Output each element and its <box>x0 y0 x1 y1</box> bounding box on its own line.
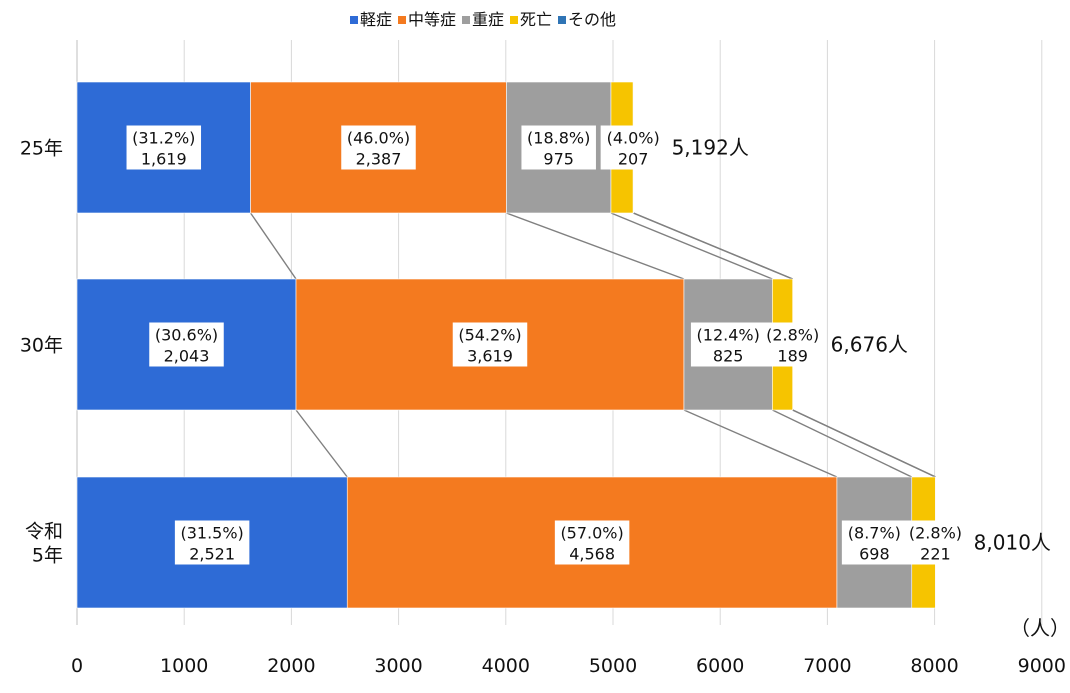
data-label: (2.8%) 189 <box>760 322 826 367</box>
data-label-value: 2,043 <box>164 347 210 366</box>
x-tick-label: 3000 <box>374 655 422 677</box>
data-label-value: 189 <box>777 347 808 366</box>
data-label-value: 2,521 <box>189 545 235 564</box>
category-label: 25年 <box>20 138 63 160</box>
data-label-value: 825 <box>713 347 744 366</box>
series-line <box>772 409 913 478</box>
data-label-bg <box>452 322 528 367</box>
data-label-percent: (31.2%) <box>132 129 195 148</box>
x-axis-tick-labels: 0 1000 2000 3000 4000 5000 6000 7000 8000 9000 <box>71 655 1066 677</box>
x-axis-unit-label: （人） <box>1010 616 1070 640</box>
category-label: 令和 <box>25 521 63 543</box>
data-label-bg <box>902 520 968 565</box>
legend-label: 死亡 <box>520 10 552 29</box>
data-label-value: 4,568 <box>569 545 615 564</box>
x-tick-label: 7000 <box>803 655 851 677</box>
data-label-bg <box>126 125 202 170</box>
data-label-value: 207 <box>618 150 649 169</box>
data-label-percent: (18.8%) <box>527 129 590 148</box>
data-label-bg <box>149 322 224 367</box>
data-label-percent: (12.4%) <box>697 326 760 345</box>
legend-swatch <box>462 16 470 24</box>
x-tick-label: 9000 <box>1018 655 1066 677</box>
data-label: (2.8%) 221 <box>902 520 968 565</box>
legend-swatch <box>398 16 406 24</box>
series-line <box>610 212 773 280</box>
data-label-bg <box>521 125 596 170</box>
series-line <box>506 212 685 280</box>
data-label-bg <box>554 520 630 565</box>
series-line <box>792 409 936 478</box>
x-tick-label: 5000 <box>589 655 637 677</box>
x-tick-label: 6000 <box>696 655 744 677</box>
category-label: 5年 <box>32 545 63 567</box>
data-label-bg <box>341 125 416 170</box>
x-tick-label: 2000 <box>267 655 315 677</box>
legend-label: 重症 <box>472 10 504 29</box>
legend-swatch <box>510 16 518 24</box>
data-label-bg <box>174 520 250 565</box>
data-label-bg <box>600 125 666 170</box>
series-line <box>249 212 297 280</box>
total-label: 8,010人 <box>974 531 1051 555</box>
x-tick-label: 4000 <box>482 655 530 677</box>
legend-label: その他 <box>568 10 616 29</box>
data-label-bg <box>841 520 907 565</box>
data-label-value: 698 <box>859 545 890 564</box>
x-tick-label: 1000 <box>160 655 208 677</box>
series-line <box>295 409 348 478</box>
data-label-value: 1,619 <box>141 150 187 169</box>
data-label-bg <box>760 322 826 367</box>
x-tick-label: 8000 <box>910 655 958 677</box>
data-label-value: 221 <box>920 545 951 564</box>
data-label: (4.0%) 207 <box>600 125 666 170</box>
legend-swatch <box>558 16 566 24</box>
legend-swatch <box>350 16 358 24</box>
data-label: (54.2%) 3,619 <box>452 322 528 367</box>
data-label-percent: (57.0%) <box>560 524 623 543</box>
legend-label: 中等症 <box>408 10 456 29</box>
data-label-bg <box>690 322 766 367</box>
data-label: (12.4%) 825 <box>690 322 766 367</box>
data-label: (57.0%) 4,568 <box>554 520 630 565</box>
data-label-value: 3,619 <box>467 347 513 366</box>
data-label-percent: (46.0%) <box>347 129 410 148</box>
data-label-percent: (2.8%) <box>766 326 819 345</box>
legend: 軽症 中等症 重症 死亡 その他 <box>350 10 616 29</box>
data-label: (18.8%) 975 <box>521 125 596 170</box>
data-label-percent: (2.8%) <box>909 524 962 543</box>
data-label-percent: (54.2%) <box>458 326 521 345</box>
data-label-percent: (4.0%) <box>607 129 660 148</box>
category-label: 30年 <box>20 335 63 357</box>
data-label: (30.6%) 2,043 <box>149 322 224 367</box>
data-label-percent: (8.7%) <box>848 524 901 543</box>
series-line <box>633 212 793 280</box>
data-label-percent: (30.6%) <box>155 326 218 345</box>
data-label: (31.5%) 2,521 <box>174 520 250 565</box>
data-labels: (31.2%) 1,619 (46.0%) 2,387 (18.8%) 975 (4.0%)… <box>126 125 968 565</box>
total-label: 5,192人 <box>672 136 749 160</box>
series-line <box>683 409 838 478</box>
total-label: 6,676人 <box>831 333 908 357</box>
x-tick-label: 0 <box>71 655 83 677</box>
data-label: (46.0%) 2,387 <box>341 125 416 170</box>
data-label: (31.2%) 1,619 <box>126 125 202 170</box>
data-label-percent: (31.5%) <box>180 524 243 543</box>
data-label-value: 975 <box>543 150 574 169</box>
data-label-value: 2,387 <box>356 150 402 169</box>
series-connector-lines <box>249 212 936 478</box>
total-labels: 5,192人 6,676人 8,010人 <box>672 136 1051 555</box>
legend-label: 軽症 <box>360 10 392 29</box>
data-label: (8.7%) 698 <box>841 520 907 565</box>
